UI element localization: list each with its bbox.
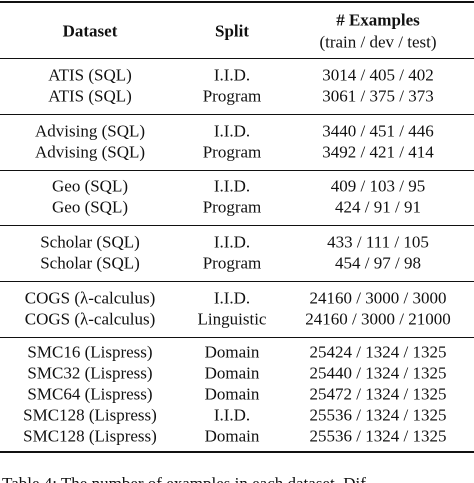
- split-cell: Domain: [204, 384, 260, 404]
- examples-cell: 3061 / 375 / 373: [322, 86, 434, 106]
- examples-cell: 25440 / 1324 / 1325: [309, 363, 447, 383]
- split-cell: I.I.D.: [213, 121, 251, 141]
- header-rule: [0, 58, 474, 59]
- examples-cell: 25536 / 1324 / 1325: [309, 405, 447, 425]
- examples-cell: 24160 / 3000 / 21000: [305, 309, 451, 329]
- caption: Table 4: The number of examples in each …: [2, 474, 366, 483]
- examples-cell: 25536 / 1324 / 1325: [309, 426, 447, 446]
- examples-cell: 25472 / 1324 / 1325: [309, 384, 447, 404]
- dataset-cell: Geo (SQL): [51, 197, 129, 217]
- examples-cell: 454 / 97 / 98: [335, 253, 421, 273]
- group-rule: [0, 170, 474, 171]
- dataset-cell: Scholar (SQL): [40, 232, 140, 252]
- examples-cell: 409 / 103 / 95: [330, 176, 426, 196]
- header-cell: Dataset: [62, 21, 118, 41]
- dataset-cell: Advising (SQL): [34, 142, 146, 162]
- split-cell: I.I.D.: [213, 176, 251, 196]
- split-cell: I.I.D.: [213, 288, 251, 308]
- bottom-rule: [0, 451, 474, 453]
- group-rule: [0, 114, 474, 115]
- header-cell: Split: [214, 21, 250, 41]
- dataset-cell: SMC128 (Lispress): [23, 405, 157, 425]
- examples-cell: 3440 / 451 / 446: [322, 121, 434, 141]
- dataset-cell: SMC64 (Lispress): [27, 384, 153, 404]
- examples-cell: 424 / 91 / 91: [335, 197, 421, 217]
- split-cell: Domain: [204, 426, 260, 446]
- dataset-cell: SMC128 (Lispress): [23, 426, 157, 446]
- examples-cell: 24160 / 3000 / 3000: [309, 288, 447, 308]
- dataset-cell: ATIS (SQL): [48, 86, 132, 106]
- split-cell: Program: [202, 197, 262, 217]
- dataset-cell: Geo (SQL): [51, 176, 129, 196]
- split-cell: I.I.D.: [213, 65, 251, 85]
- dataset-cell: COGS (λ-calculus): [24, 309, 156, 329]
- top-rule: [0, 1, 474, 3]
- examples-cell: 433 / 111 / 105: [327, 232, 429, 252]
- examples-cell: 3014 / 405 / 402: [322, 65, 434, 85]
- split-cell: Program: [202, 142, 262, 162]
- dataset-cell: COGS (λ-calculus): [24, 288, 156, 308]
- split-cell: Domain: [204, 363, 260, 383]
- dataset-cell: Scholar (SQL): [40, 253, 140, 273]
- dataset-cell: SMC32 (Lispress): [27, 363, 153, 383]
- header-cell: # Examples: [336, 10, 420, 30]
- dataset-cell: Advising (SQL): [34, 121, 146, 141]
- dataset-cell: ATIS (SQL): [48, 65, 132, 85]
- split-cell: Program: [202, 86, 262, 106]
- split-cell: I.I.D.: [213, 232, 251, 252]
- split-cell: I.I.D.: [213, 405, 251, 425]
- group-rule: [0, 281, 474, 282]
- split-cell: Program: [202, 253, 262, 273]
- split-cell: Domain: [204, 342, 260, 362]
- header-subtitle: (train / dev / test): [319, 32, 437, 52]
- examples-cell: 25424 / 1324 / 1325: [309, 342, 447, 362]
- examples-cell: 3492 / 421 / 414: [322, 142, 434, 162]
- dataset-cell: SMC16 (Lispress): [27, 342, 153, 362]
- group-rule: [0, 337, 474, 338]
- split-cell: Linguistic: [197, 309, 267, 329]
- group-rule: [0, 225, 474, 226]
